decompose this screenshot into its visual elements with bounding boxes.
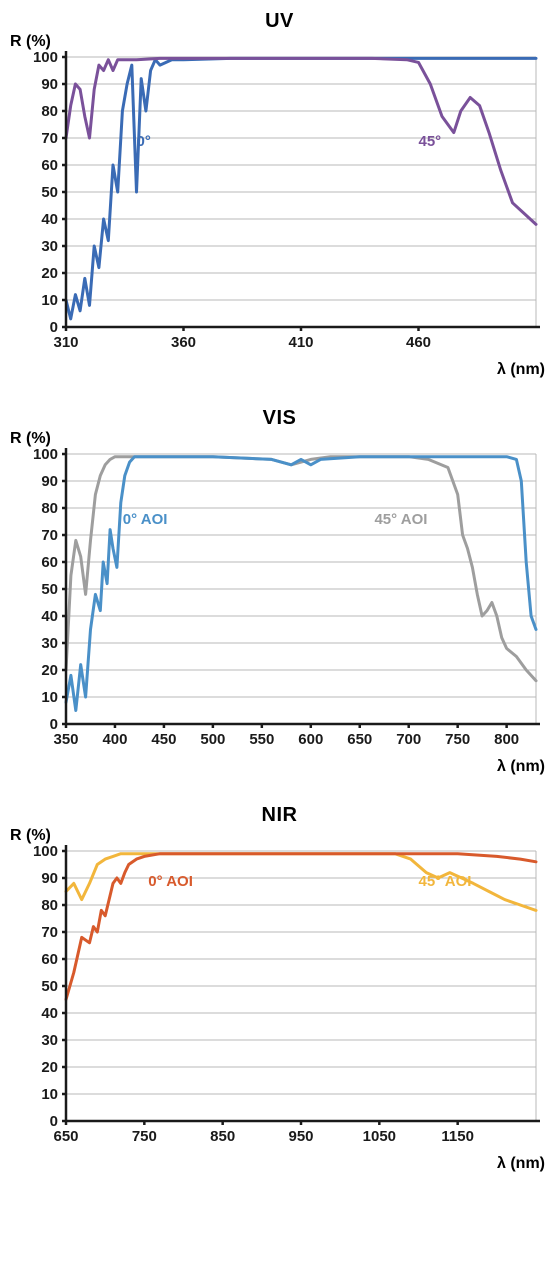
- y-tick-label: 70: [41, 924, 58, 941]
- x-axis-label: λ (nm): [497, 1155, 545, 1173]
- series-label-0deg-aoi: 0° AOI: [123, 511, 168, 528]
- x-tick-label: 1150: [441, 1128, 474, 1145]
- chart-nir: NIRR (%)λ (nm)45° AOI0° AOI0102030405060…: [10, 804, 549, 1151]
- y-tick-label: 40: [41, 608, 58, 625]
- x-tick-label: 700: [396, 731, 421, 748]
- x-tick-label: 310: [53, 334, 78, 351]
- series-label-45deg-aoi: 45° AOI: [419, 873, 472, 890]
- x-tick-label: 650: [53, 1128, 78, 1145]
- series-label-0deg: 0°: [137, 133, 151, 150]
- x-tick-label: 550: [249, 731, 274, 748]
- y-tick-label: 30: [41, 238, 58, 255]
- y-tick-label: 10: [41, 689, 58, 706]
- y-tick-label: 80: [41, 103, 58, 120]
- y-tick-label: 90: [41, 76, 58, 93]
- x-tick-label: 460: [406, 334, 431, 351]
- x-tick-label: 750: [132, 1128, 157, 1145]
- y-tick-label: 10: [41, 1086, 58, 1103]
- chart-vis: VISR (%)λ (nm)45° AOI0° AOI0102030405060…: [10, 407, 549, 754]
- chart-title: UV: [10, 10, 549, 33]
- chart-title: NIR: [10, 804, 549, 827]
- y-tick-label: 50: [41, 581, 58, 598]
- x-tick-label: 850: [210, 1128, 235, 1145]
- y-tick-label: 70: [41, 527, 58, 544]
- x-tick-label: 750: [445, 731, 470, 748]
- y-tick-label: 40: [41, 1005, 58, 1022]
- x-tick-label: 950: [288, 1128, 313, 1145]
- series-0deg-aoi: [66, 457, 536, 711]
- y-tick-label: 30: [41, 635, 58, 652]
- y-tick-label: 40: [41, 211, 58, 228]
- y-tick-label: 20: [41, 1059, 58, 1076]
- x-tick-label: 410: [288, 334, 313, 351]
- y-tick-label: 50: [41, 978, 58, 995]
- x-tick-label: 350: [53, 731, 78, 748]
- x-tick-label: 360: [171, 334, 196, 351]
- chart-svg: 0°45°0102030405060708090100310360410460: [10, 39, 546, 357]
- y-tick-label: 10: [41, 292, 58, 309]
- y-axis-label: R (%): [10, 827, 51, 845]
- y-tick-label: 60: [41, 157, 58, 174]
- y-tick-label: 90: [41, 473, 58, 490]
- series-45deg-aoi: [66, 457, 536, 681]
- y-tick-label: 30: [41, 1032, 58, 1049]
- x-axis-label: λ (nm): [497, 758, 545, 776]
- y-tick-label: 20: [41, 662, 58, 679]
- x-tick-label: 600: [298, 731, 323, 748]
- chart-svg: 45° AOI0° AOI010203040506070809010035040…: [10, 436, 546, 754]
- y-axis-label: R (%): [10, 430, 51, 448]
- series-label-0deg-aoi: 0° AOI: [148, 873, 193, 890]
- y-tick-label: 80: [41, 897, 58, 914]
- x-tick-label: 650: [347, 731, 372, 748]
- y-tick-label: 60: [41, 951, 58, 968]
- y-axis-label: R (%): [10, 33, 51, 51]
- y-tick-label: 70: [41, 130, 58, 147]
- x-tick-label: 800: [494, 731, 519, 748]
- chart-canvas-wrap: R (%)λ (nm)45° AOI0° AOI0102030405060708…: [10, 833, 549, 1151]
- y-tick-label: 50: [41, 184, 58, 201]
- x-tick-label: 1050: [363, 1128, 396, 1145]
- x-tick-label: 400: [102, 731, 127, 748]
- x-tick-label: 450: [151, 731, 176, 748]
- x-tick-label: 500: [200, 731, 225, 748]
- y-tick-label: 100: [33, 843, 58, 860]
- y-tick-label: 20: [41, 265, 58, 282]
- series-label-45deg-aoi: 45° AOI: [374, 511, 427, 528]
- y-tick-label: 100: [33, 49, 58, 66]
- y-tick-label: 90: [41, 870, 58, 887]
- series-label-45deg: 45°: [419, 133, 442, 150]
- y-tick-label: 60: [41, 554, 58, 571]
- x-axis-label: λ (nm): [497, 361, 545, 379]
- series-0deg: [66, 58, 536, 319]
- y-tick-label: 80: [41, 500, 58, 517]
- chart-title: VIS: [10, 407, 549, 430]
- chart-canvas-wrap: R (%)λ (nm)45° AOI0° AOI0102030405060708…: [10, 436, 549, 754]
- chart-canvas-wrap: R (%)λ (nm)0°45°010203040506070809010031…: [10, 39, 549, 357]
- chart-svg: 45° AOI0° AOI010203040506070809010065075…: [10, 833, 546, 1151]
- chart-uv: UVR (%)λ (nm)0°45°0102030405060708090100…: [10, 10, 549, 357]
- y-tick-label: 100: [33, 446, 58, 463]
